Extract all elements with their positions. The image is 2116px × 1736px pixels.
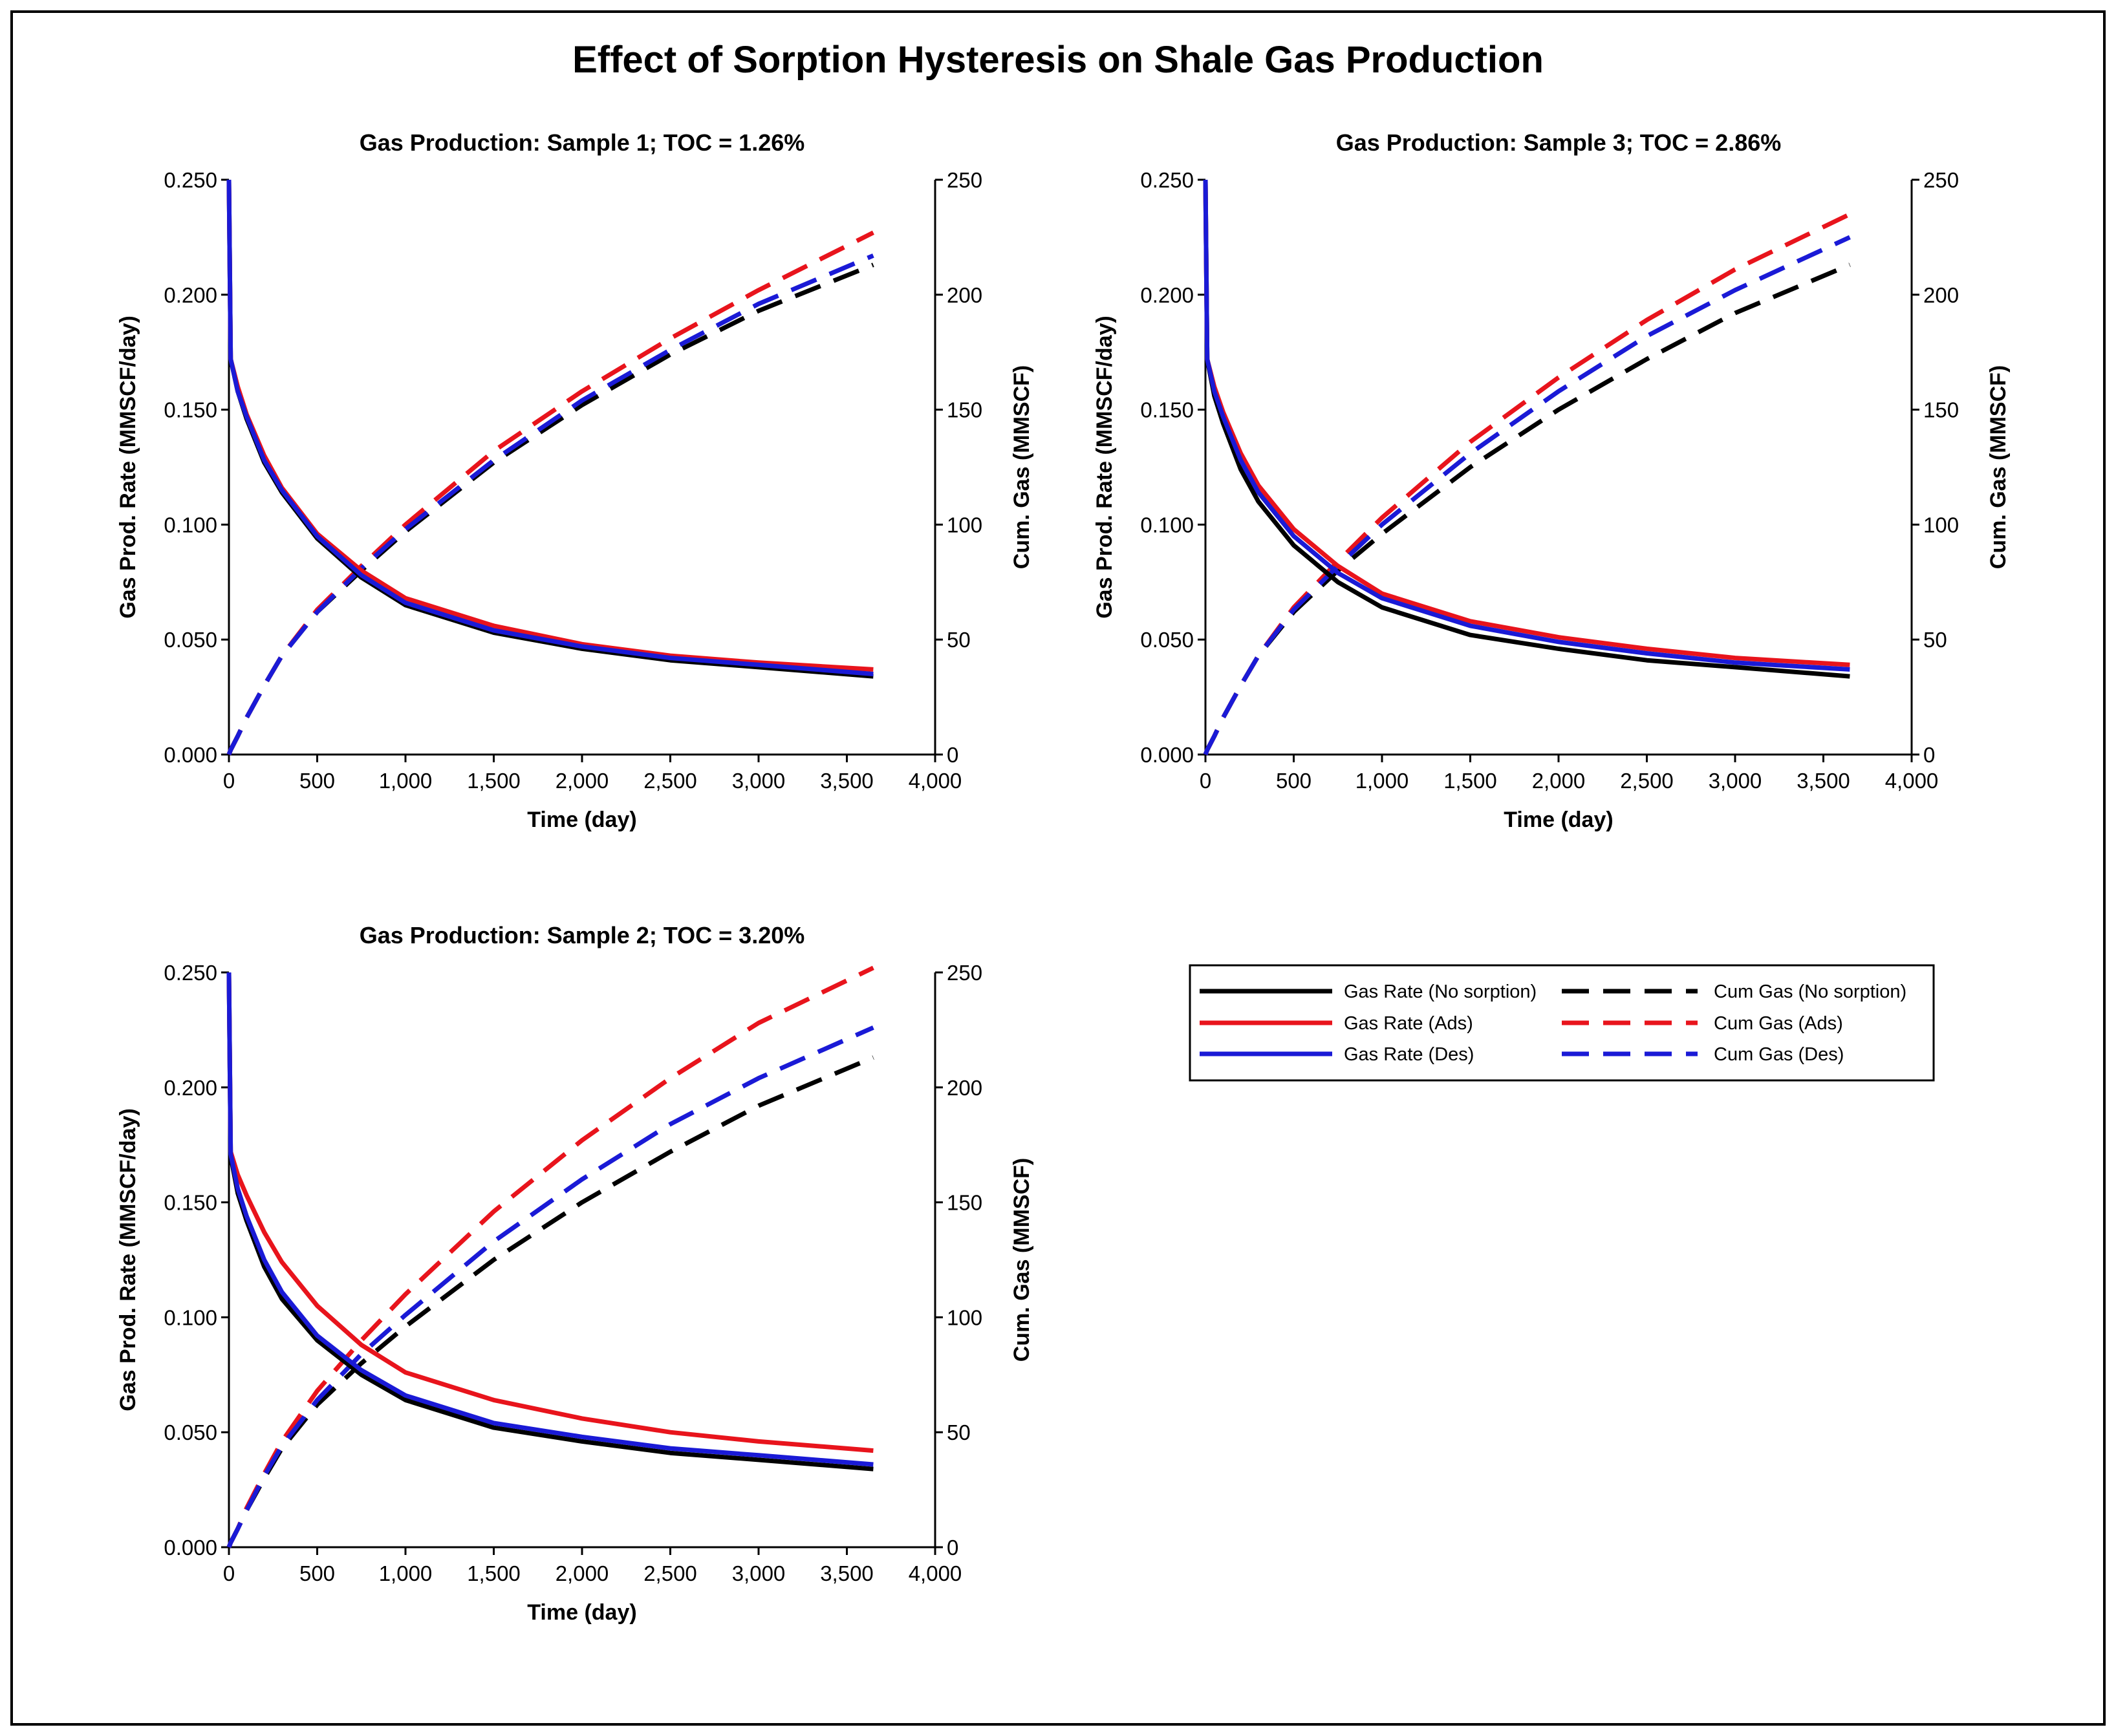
legend-label-cum-ads: Cum Gas (Ads) [1714, 1013, 1843, 1034]
y-tick-label: 0.200 [1140, 283, 1194, 307]
y-tick-label: 0.200 [164, 1076, 217, 1100]
x-tick-label: 2,000 [556, 769, 609, 793]
y-tick-label: 0.000 [164, 1536, 217, 1559]
y2-tick-label: 0 [947, 1536, 958, 1559]
legend-label-cum-no-sorption: Cum Gas (No sorption) [1714, 981, 1906, 1002]
x-tick-label: 500 [1276, 769, 1312, 793]
x-tick-label: 3,000 [732, 769, 786, 793]
series-gas-rate-des [1203, 179, 1850, 672]
legend-label-rate-no-sorption: Gas Rate (No sorption) [1344, 981, 1537, 1002]
y2-axis-title: Cum. Gas (MMSCF) [1009, 365, 1034, 569]
y2-tick-label: 200 [947, 283, 982, 307]
series-cum-gas-des [1203, 235, 1851, 756]
y2-tick-label: 50 [1923, 628, 1947, 652]
y-axis-title: Gas Prod. Rate (MMSCF/day) [116, 1108, 140, 1411]
x-tick-label: 1,500 [1443, 769, 1497, 793]
x-tick-label: 500 [299, 1561, 335, 1585]
y2-tick-label: 50 [947, 1420, 971, 1444]
legend-label-rate-des: Gas Rate (Des) [1344, 1044, 1474, 1065]
x-tick-label: 3,000 [1709, 769, 1762, 793]
figure-border [10, 10, 2106, 1726]
y2-tick-label: 250 [947, 168, 982, 192]
y2-tick-label: 0 [1923, 743, 1935, 767]
x-tick-label: 0 [223, 1561, 235, 1585]
y2-tick-label: 250 [1923, 168, 1959, 192]
x-tick-label: 1,000 [379, 1561, 433, 1585]
chart-1: Gas Production: Sample 1; TOC = 1.26% 0 50… [116, 129, 1034, 832]
y2-tick-label: 150 [1923, 398, 1959, 422]
y-tick-label: 0.100 [1140, 513, 1194, 537]
x-tick-label: 1,000 [1355, 769, 1409, 793]
x-tick-label: 4,000 [909, 1561, 962, 1585]
y2-tick-label: 150 [947, 1191, 982, 1215]
chart-title: Gas Production: Sample 3; TOC = 2.86% [1336, 129, 1782, 156]
y-tick-label: 0.200 [164, 283, 217, 307]
x-tick-label: 3,000 [732, 1561, 786, 1585]
y2-tick-label: 200 [1923, 283, 1959, 307]
y2-tick-label: 250 [947, 961, 982, 985]
x-tick-label: 1,500 [467, 1561, 521, 1585]
x-axis-title: Time (day) [527, 1600, 636, 1625]
y-tick-label: 0.100 [164, 1305, 217, 1329]
y-tick-label: 0.100 [164, 513, 217, 537]
x-tick-label: 2,500 [643, 769, 697, 793]
chart-title: Gas Production: Sample 2; TOC = 3.20% [360, 922, 805, 948]
y2-tick-label: 200 [947, 1076, 982, 1100]
y-axis-title: Gas Prod. Rate (MMSCF/day) [116, 316, 140, 619]
y-tick-label: 0.050 [164, 628, 217, 652]
figure-title: Effect of Sorption Hysteresis on Shale G… [572, 39, 1544, 81]
y2-axis-title: Cum. Gas (MMSCF) [1009, 1158, 1034, 1362]
series-gas-rate-ads [226, 972, 874, 1453]
series-cum-gas-des [226, 253, 874, 756]
y2-tick-label: 0 [947, 743, 958, 767]
x-tick-label: 3,500 [1797, 769, 1850, 793]
x-tick-label: 0 [223, 769, 235, 793]
y-axis-title: Gas Prod. Rate (MMSCF/day) [1092, 316, 1117, 619]
chart-3: Gas Production: Sample 2; TOC = 3.20% 0 50… [116, 922, 1034, 1625]
legend-label-rate-ads: Gas Rate (Ads) [1344, 1013, 1473, 1034]
y-tick-label: 0.050 [164, 1420, 217, 1444]
charts: Gas Production: Sample 1; TOC = 1.26% 0 50… [116, 129, 2011, 1625]
y-tick-label: 0.150 [1140, 398, 1194, 422]
x-axis-title: Time (day) [1504, 808, 1613, 832]
x-tick-label: 2,000 [556, 1561, 609, 1585]
y-tick-label: 0.250 [164, 961, 217, 985]
y2-tick-label: 150 [947, 398, 982, 422]
x-tick-label: 2,000 [1532, 769, 1586, 793]
y2-tick-label: 100 [947, 1305, 982, 1329]
chart-title: Gas Production: Sample 1; TOC = 1.26% [360, 129, 805, 156]
y-tick-label: 0.150 [164, 398, 217, 422]
x-tick-label: 3,500 [820, 1561, 874, 1585]
x-tick-label: 500 [299, 769, 335, 793]
series-gas-rate-des [226, 179, 874, 676]
legend-label-cum-des: Cum Gas (Des) [1714, 1044, 1844, 1065]
chart-2: Gas Production: Sample 3; TOC = 2.86% 0 50… [1092, 129, 2011, 832]
y2-tick-label: 100 [1923, 513, 1959, 537]
y-tick-label: 0.050 [1140, 628, 1194, 652]
x-tick-label: 2,500 [643, 1561, 697, 1585]
x-tick-label: 3,500 [820, 769, 874, 793]
series-gas-rate-des [226, 972, 874, 1467]
y-tick-label: 0.000 [1140, 743, 1194, 767]
y-tick-label: 0.150 [164, 1191, 217, 1215]
x-tick-label: 4,000 [1885, 769, 1939, 793]
x-tick-label: 2,500 [1620, 769, 1674, 793]
y-tick-label: 0.250 [164, 168, 217, 192]
x-tick-label: 1,500 [467, 769, 521, 793]
y2-axis-title: Cum. Gas (MMSCF) [1986, 365, 2011, 569]
y-tick-label: 0.250 [1140, 168, 1194, 192]
x-tick-label: 1,000 [379, 769, 433, 793]
y2-tick-label: 50 [947, 628, 971, 652]
y-tick-label: 0.000 [164, 743, 217, 767]
x-tick-label: 4,000 [909, 769, 962, 793]
series-cum-gas-des [226, 1025, 874, 1548]
x-axis-title: Time (day) [527, 808, 636, 832]
legend: Gas Rate (No sorption) Cum Gas (No sorpt… [1189, 964, 1935, 1082]
y2-tick-label: 100 [947, 513, 982, 537]
x-tick-label: 0 [1200, 769, 1211, 793]
